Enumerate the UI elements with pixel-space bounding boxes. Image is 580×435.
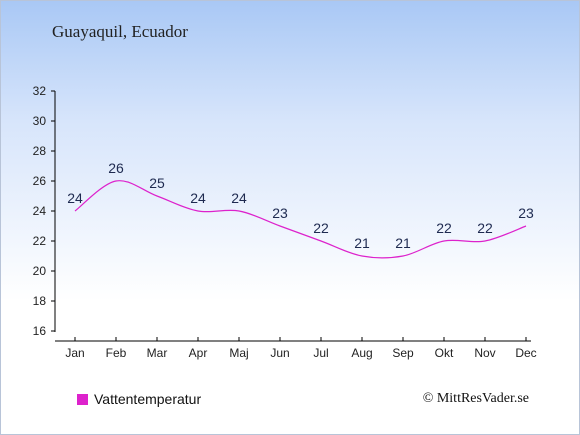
data-label: 26 xyxy=(108,160,124,176)
data-label: 21 xyxy=(354,235,370,251)
data-label: 21 xyxy=(395,235,411,251)
x-tick-label: Jun xyxy=(270,346,289,360)
copyright-credit: © MittResVader.se xyxy=(422,391,529,406)
series-line-vattentemperatur xyxy=(74,180,527,259)
x-tick-label: Feb xyxy=(106,346,127,360)
legend-swatch xyxy=(77,393,88,405)
x-tick-label: Okt xyxy=(435,346,454,360)
x-tick-label: Jul xyxy=(313,346,328,360)
data-label: 22 xyxy=(313,220,329,236)
data-label: 25 xyxy=(149,175,165,191)
y-tick-label: 32 xyxy=(33,84,47,98)
y-tick-label: 18 xyxy=(33,294,47,308)
x-tick-label: Jan xyxy=(65,346,84,360)
data-label: 22 xyxy=(477,220,493,236)
x-tick-label: Apr xyxy=(189,346,208,360)
data-label: 23 xyxy=(272,205,288,221)
x-tick-label: Mar xyxy=(147,346,168,360)
location-title: Guayaquil, Ecuador xyxy=(52,22,188,41)
y-tick-label: 20 xyxy=(33,264,47,278)
x-tick-label: Dec xyxy=(515,346,536,360)
data-label: 24 xyxy=(67,190,83,206)
x-tick-label: Aug xyxy=(351,346,372,360)
y-tick-label: 22 xyxy=(33,234,47,248)
x-tick-label: Nov xyxy=(474,346,495,360)
legend-label: Vattentemperatur xyxy=(94,391,202,407)
y-tick-label: 24 xyxy=(33,204,47,218)
x-tick-label: Maj xyxy=(229,346,248,360)
x-tick-label: Sep xyxy=(392,346,414,360)
data-label: 24 xyxy=(190,190,206,206)
data-label: 24 xyxy=(231,190,247,206)
y-tick-label: 30 xyxy=(33,114,47,128)
data-label: 22 xyxy=(436,220,452,236)
y-tick-label: 16 xyxy=(33,324,47,338)
y-tick-label: 28 xyxy=(33,144,47,158)
legend: Vattentemperatur xyxy=(77,391,201,407)
data-label: 23 xyxy=(518,205,534,221)
y-tick-label: 26 xyxy=(33,174,47,188)
